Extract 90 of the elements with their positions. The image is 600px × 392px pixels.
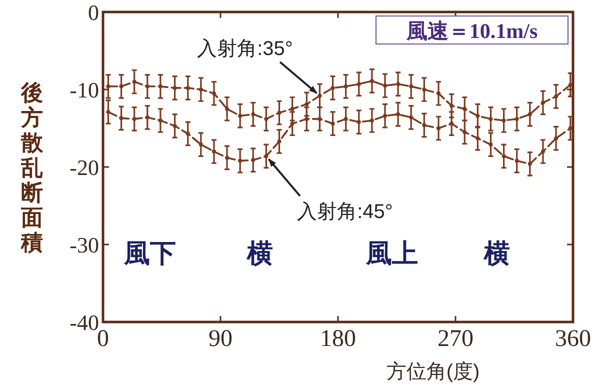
point [462,130,467,134]
point [212,91,216,96]
point [514,158,519,163]
point [356,82,361,86]
point [396,82,400,86]
point [225,106,230,111]
series-label: 入射角:35° [197,38,293,60]
point [158,84,162,88]
point [277,110,282,115]
point [304,116,309,121]
point [409,84,414,88]
point [106,110,110,114]
point [132,116,136,121]
annotation: 横 [483,238,510,268]
point [251,158,256,162]
point [172,124,177,128]
point [409,115,414,120]
point [290,122,294,126]
point [383,84,387,88]
point [422,123,426,128]
x-tick-label: 360 [555,326,591,352]
point [198,142,203,147]
point [568,126,572,130]
point [304,102,309,106]
point [436,126,441,130]
point [318,94,322,98]
point [502,154,506,158]
annotation: 風速＝10.1m/s [405,19,538,43]
point [225,156,230,160]
point [145,84,150,88]
point [330,86,335,90]
y-tick-label: -20 [70,155,99,180]
point [436,91,441,96]
point [528,112,532,116]
point [488,116,493,121]
annotation: 風上 [365,238,418,268]
point [264,116,268,121]
y-tick-label: -40 [70,310,99,335]
point [198,88,203,92]
point [422,88,426,92]
point [568,82,572,87]
x-tick-label: 270 [438,326,474,352]
point [540,100,545,105]
point [238,158,242,163]
x-tick-label: 180 [320,326,356,352]
y-tick-label: 0 [88,0,99,25]
point [238,114,242,118]
point [488,142,493,147]
point [172,86,177,90]
point [396,112,400,116]
point [158,118,162,122]
point [277,139,282,144]
point [318,116,322,121]
point [370,78,374,83]
point [383,114,387,118]
x-axis-title: 方位角(度) [386,360,480,383]
point [132,80,136,84]
point [370,118,374,122]
point [264,154,268,158]
point [251,112,256,116]
point [502,118,506,122]
point [554,136,558,140]
point [119,84,124,88]
point [145,115,150,120]
point [476,136,480,140]
y-tick-label: -30 [70,232,99,258]
x-tick-label: 90 [208,326,232,352]
point [186,86,190,90]
point [344,84,348,88]
point [450,104,454,108]
point [119,116,124,120]
point [450,122,454,126]
point [356,120,361,124]
point [186,132,190,136]
annotation: 風下 [123,238,176,268]
annotation: 横 [246,238,273,268]
point [290,106,294,111]
y-tick-label: -10 [70,78,99,102]
point [330,122,335,126]
point [344,116,348,121]
point [212,150,216,154]
point [554,94,558,98]
point [540,150,545,154]
point [528,162,532,166]
text: 入射角:45° [297,201,393,223]
y-axis-title: 後方散乱断面積 [20,80,44,255]
point [514,116,519,121]
point [476,114,480,118]
point [106,84,110,88]
point [462,106,467,111]
